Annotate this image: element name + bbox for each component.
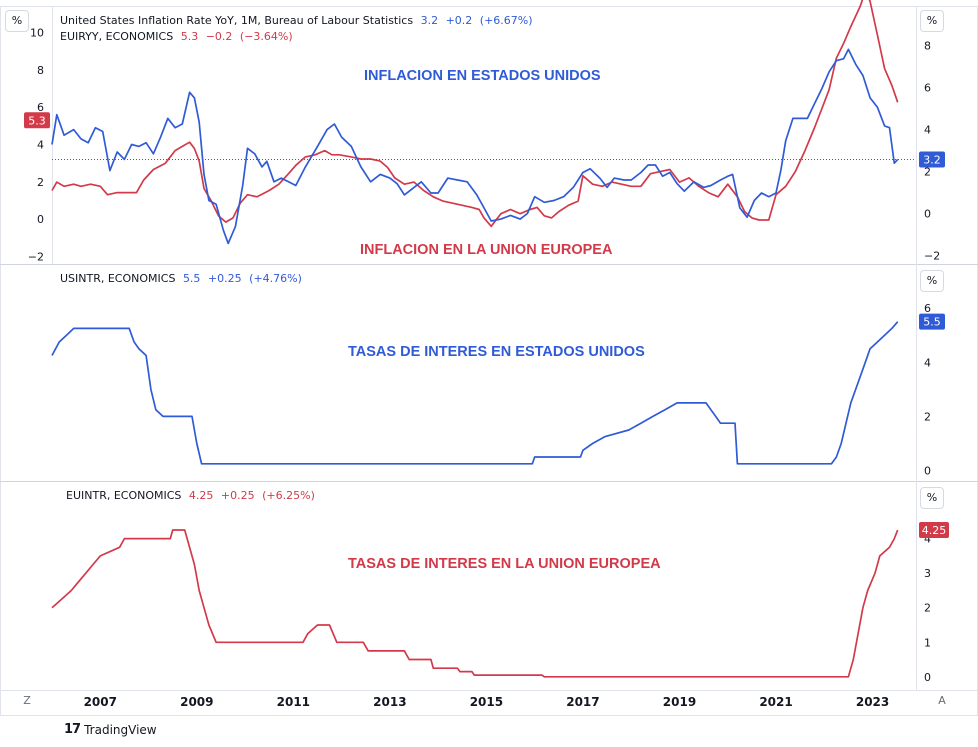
legend-eu-rates-title: EUINTR, ECONOMICS bbox=[66, 489, 182, 502]
x-axis-tick-2011: 2011 bbox=[277, 695, 310, 709]
us-inflation-line bbox=[51, 48, 899, 245]
right-axis-tick-5: −2 bbox=[924, 250, 940, 263]
right-axis-tick-4: 0 bbox=[924, 208, 931, 221]
axis-mode-auto-button[interactable]: A bbox=[938, 694, 946, 707]
left-axis-tick-4: 2 bbox=[37, 176, 44, 189]
eu-rates-line bbox=[51, 529, 899, 678]
legend-us-inflation-title: United States Inflation Rate YoY, 1M, Bu… bbox=[60, 14, 414, 27]
annotation-us-rates: TASAS DE INTERES EN ESTADOS UNIDOS bbox=[348, 344, 645, 360]
eu-inflation-last-badge: 5.3 bbox=[28, 114, 46, 127]
legend-eu-rates-change: +0.25 bbox=[220, 489, 255, 502]
legend-eu-inflation-change: −0.2 bbox=[205, 30, 233, 43]
x-axis-tick-2021: 2021 bbox=[759, 695, 792, 709]
eu-rates-last-badge: 4.25 bbox=[922, 524, 947, 537]
left-axis-tick-3: 4 bbox=[37, 139, 44, 152]
right-axis-tick-2: 4 bbox=[924, 124, 931, 137]
us-rates-axis-tick-2: 2 bbox=[924, 410, 931, 423]
tradingview-brand-label: TradingView bbox=[84, 722, 157, 737]
legend-us-inflation-change: +0.2 bbox=[445, 14, 473, 27]
right-axis-tick-3: 2 bbox=[924, 166, 931, 179]
tradingview-logo-icon: 17 bbox=[64, 722, 81, 737]
legend-us-rates[interactable]: USINTR, ECONOMICS 5.5 +0.25 (+4.76%) bbox=[60, 272, 306, 286]
x-axis-tick-2007: 2007 bbox=[84, 695, 117, 709]
eu-rates-axis-tick-1: 3 bbox=[924, 567, 931, 580]
right-axis-tick-0: 8 bbox=[924, 40, 931, 53]
x-axis-tick-2019: 2019 bbox=[663, 695, 696, 709]
legend-us-rates-change: +0.25 bbox=[207, 272, 242, 285]
legend-eu-inflation-change-pct: (−3.64%) bbox=[239, 30, 293, 43]
us-rates-axis-tick-0: 6 bbox=[924, 302, 931, 315]
us-inflation-last-badge-bg bbox=[919, 151, 945, 168]
eu-inflation-line bbox=[51, 0, 899, 228]
x-axis-tick-2009: 2009 bbox=[180, 695, 213, 709]
legend-us-inflation-value: 3.2 bbox=[420, 14, 439, 27]
tradingview-brand[interactable]: 17 TradingView bbox=[64, 722, 157, 737]
legend-eu-inflation-value: 5.3 bbox=[180, 30, 199, 43]
legend-us-rates-title: USINTR, ECONOMICS bbox=[60, 272, 176, 285]
unit-button-right-pane1[interactable]: % bbox=[920, 10, 944, 32]
eu-inflation-last-badge-bg bbox=[24, 112, 50, 129]
legend-eu-rates-change-pct: (+6.25%) bbox=[262, 489, 315, 502]
legend-eu-rates-value: 4.25 bbox=[188, 489, 214, 502]
axis-mode-z-button[interactable]: Z bbox=[23, 694, 31, 707]
legend-eu-inflation[interactable]: EUIRYY, ECONOMICS 5.3 −0.2 (−3.64%) bbox=[60, 30, 297, 44]
legend-eu-rates[interactable]: EUINTR, ECONOMICS 4.25 +0.25 (+6.25%) bbox=[66, 489, 319, 503]
eu-rates-axis-tick-3: 1 bbox=[924, 636, 931, 649]
left-axis-tick-2: 6 bbox=[37, 101, 44, 114]
x-axis-tick-2013: 2013 bbox=[373, 695, 406, 709]
annotation-eu-rates: TASAS DE INTERES EN LA UNION EUROPEA bbox=[348, 556, 661, 572]
left-axis-tick-1: 8 bbox=[37, 64, 44, 77]
right-axis-tick-1: 6 bbox=[924, 82, 931, 95]
annotation-us-inflation: INFLACION EN ESTADOS UNIDOS bbox=[364, 68, 601, 84]
annotation-eu-inflation: INFLACION EN LA UNION EUROPEA bbox=[360, 242, 613, 258]
eu-rates-axis-tick-2: 2 bbox=[924, 602, 931, 615]
unit-button-pane3[interactable]: % bbox=[920, 487, 944, 509]
x-axis-tick-2017: 2017 bbox=[566, 695, 599, 709]
eu-rates-axis-tick-0: 4 bbox=[924, 533, 931, 546]
left-axis-tick-6: −2 bbox=[28, 250, 44, 263]
us-rates-axis-tick-1: 4 bbox=[924, 356, 931, 369]
eu-rates-axis-tick-4: 0 bbox=[924, 671, 931, 684]
legend-us-inflation-change-pct: (+6.67%) bbox=[479, 14, 533, 27]
unit-button-pane2[interactable]: % bbox=[920, 270, 944, 292]
x-axis-tick-2023: 2023 bbox=[856, 695, 889, 709]
us-rates-axis-tick-3: 0 bbox=[924, 465, 931, 478]
us-rates-last-badge: 5.5 bbox=[923, 316, 941, 329]
us-rates-last-badge-bg bbox=[919, 313, 945, 330]
legend-us-inflation[interactable]: United States Inflation Rate YoY, 1M, Bu… bbox=[60, 14, 537, 28]
unit-button-left-pane1[interactable]: % bbox=[5, 10, 29, 32]
left-axis-tick-0: 10 bbox=[30, 27, 44, 40]
legend-us-rates-change-pct: (+4.76%) bbox=[249, 272, 302, 285]
left-axis-tick-5: 0 bbox=[37, 213, 44, 226]
legend-eu-inflation-title: EUIRYY, ECONOMICS bbox=[60, 30, 174, 43]
x-axis-tick-2015: 2015 bbox=[470, 695, 503, 709]
us-rates-line bbox=[51, 321, 899, 465]
us-inflation-last-badge: 3.2 bbox=[923, 153, 941, 166]
legend-us-rates-value: 5.5 bbox=[182, 272, 201, 285]
eu-rates-last-badge-bg bbox=[919, 522, 949, 538]
